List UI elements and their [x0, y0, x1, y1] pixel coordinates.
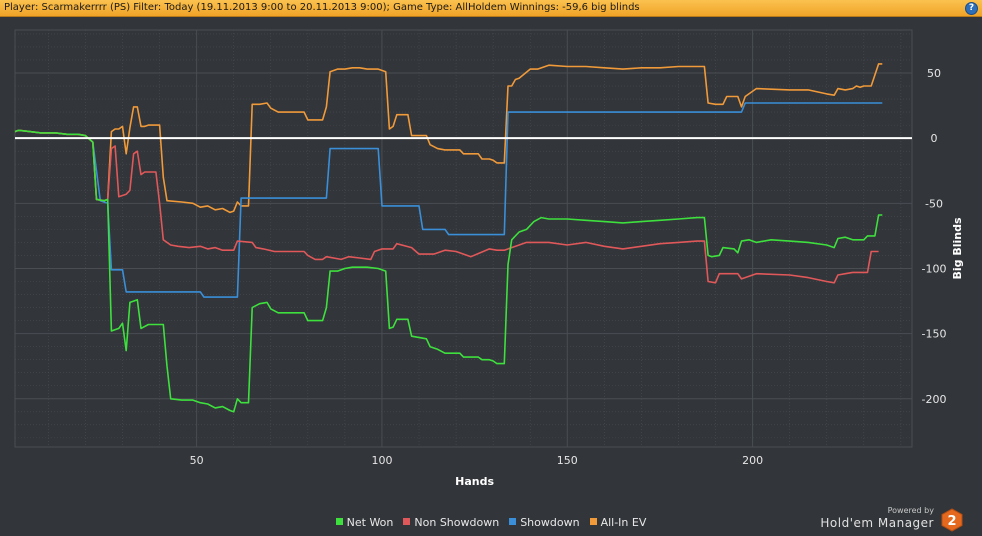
x-tick-label: 150 [557, 454, 578, 467]
x-tick-label: 50 [190, 454, 204, 467]
legend-label: Showdown [520, 516, 580, 529]
legend-swatch [403, 518, 411, 525]
product-name: Hold'em Manager [820, 516, 934, 530]
legend-swatch [335, 518, 343, 525]
legend: Net Won Non Showdown Showdown All-In EV [0, 516, 982, 529]
y-tick-label: -150 [922, 328, 947, 341]
y-axis-title: Big Blinds [951, 217, 964, 279]
plot-frame [14, 29, 913, 448]
y-tick-label: -200 [922, 393, 947, 406]
filter-summary: Player: Scarmakerrrr (PS) Filter: Today … [4, 2, 640, 13]
legend-label: All-In EV [600, 516, 647, 529]
logo-number: 2 [947, 514, 956, 529]
hm2-logo-icon: 2 [941, 508, 963, 532]
x-axis-title: Hands [455, 475, 494, 488]
legend-item-net-won[interactable]: Net Won [335, 516, 394, 529]
series-line-showdown [92, 102, 883, 298]
y-tick-label: 0 [931, 132, 938, 145]
help-icon[interactable]: ? [965, 2, 978, 15]
x-tick-label: 100 [371, 454, 392, 467]
y-tick-label: -50 [925, 197, 943, 210]
series-line-net-won [14, 129, 883, 413]
legend-label: Net Won [346, 516, 394, 529]
y-tick-label: -100 [922, 262, 947, 275]
header-bar: Player: Scarmakerrrr (PS) Filter: Today … [0, 0, 982, 17]
series-line-non-showdown [14, 129, 879, 284]
legend-item-non-showdown[interactable]: Non Showdown [403, 516, 499, 529]
branding: Powered by Hold'em Manager 2 [820, 506, 974, 532]
legend-item-showdown[interactable]: Showdown [509, 516, 580, 529]
legend-swatch [589, 518, 597, 525]
legend-label: Non Showdown [414, 516, 500, 529]
legend-item-all-in-ev[interactable]: All-In EV [589, 516, 647, 529]
y-tick-label: 50 [927, 67, 941, 80]
x-tick-label: 200 [742, 454, 763, 467]
legend-swatch [509, 518, 517, 525]
series-line-all-in-ev [14, 63, 883, 214]
powered-by-text: Powered by [887, 506, 934, 515]
